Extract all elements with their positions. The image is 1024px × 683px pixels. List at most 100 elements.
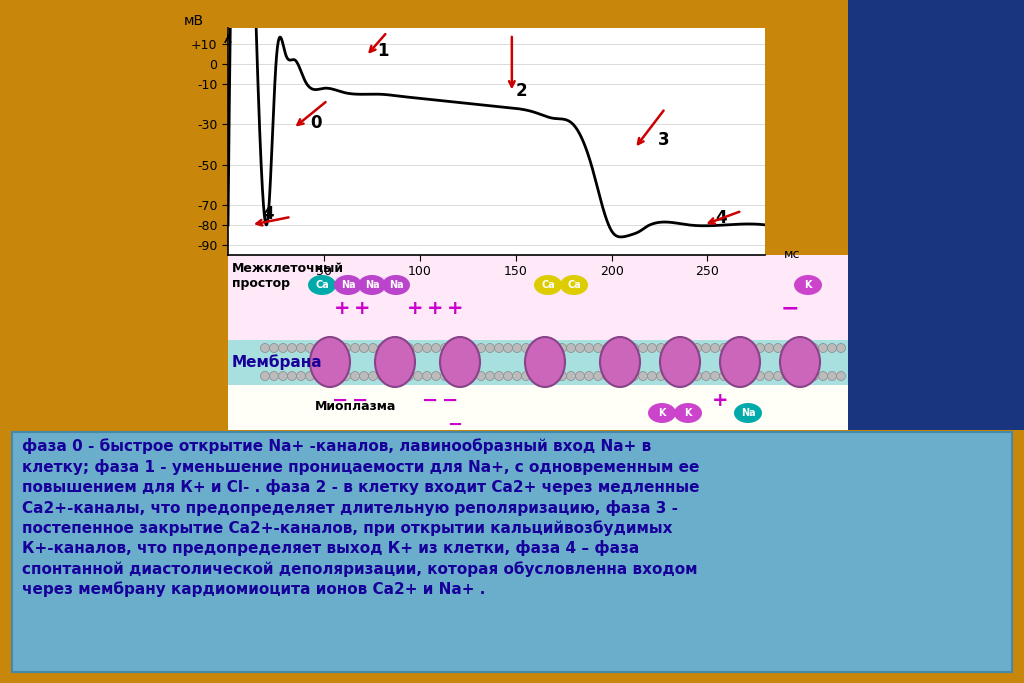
Circle shape [288, 372, 297, 380]
Circle shape [737, 372, 746, 380]
Circle shape [269, 372, 279, 380]
Circle shape [728, 344, 737, 352]
Circle shape [549, 372, 557, 380]
Circle shape [476, 372, 485, 380]
Text: K: K [684, 408, 692, 418]
Text: +: + [427, 298, 443, 318]
Circle shape [630, 344, 639, 352]
Circle shape [485, 344, 495, 352]
Circle shape [305, 344, 314, 352]
Circle shape [701, 372, 711, 380]
Circle shape [656, 372, 666, 380]
Circle shape [792, 372, 801, 380]
Circle shape [297, 344, 305, 352]
Text: −: − [332, 391, 348, 410]
Text: Мембрана: Мембрана [232, 354, 323, 370]
Ellipse shape [660, 337, 700, 387]
Circle shape [495, 344, 504, 352]
Circle shape [585, 344, 594, 352]
Circle shape [810, 344, 818, 352]
Circle shape [557, 344, 566, 352]
Circle shape [630, 372, 639, 380]
Circle shape [404, 372, 414, 380]
Circle shape [540, 372, 549, 380]
Circle shape [666, 344, 675, 352]
Bar [228, 340, 848, 385]
Circle shape [512, 344, 521, 352]
Circle shape [279, 372, 288, 380]
Circle shape [675, 344, 683, 352]
Text: −: − [422, 391, 438, 410]
Ellipse shape [794, 275, 822, 295]
Circle shape [566, 372, 575, 380]
Circle shape [468, 344, 476, 352]
Ellipse shape [382, 275, 410, 295]
Circle shape [728, 372, 737, 380]
Bar [12, 432, 1012, 672]
Text: −: − [352, 391, 369, 410]
Circle shape [692, 372, 701, 380]
Circle shape [341, 372, 350, 380]
Circle shape [260, 372, 269, 380]
Circle shape [504, 372, 512, 380]
Circle shape [765, 372, 773, 380]
Text: Ca: Ca [541, 280, 555, 290]
Ellipse shape [734, 403, 762, 423]
Circle shape [602, 372, 611, 380]
Circle shape [666, 372, 675, 380]
Circle shape [440, 372, 450, 380]
Circle shape [521, 344, 530, 352]
Text: 4: 4 [262, 205, 274, 223]
Circle shape [557, 372, 566, 380]
Circle shape [341, 344, 350, 352]
Text: 3: 3 [657, 130, 670, 148]
Circle shape [297, 372, 305, 380]
Circle shape [549, 344, 557, 352]
Circle shape [756, 344, 765, 352]
Ellipse shape [375, 337, 415, 387]
Text: −: − [780, 298, 800, 318]
Circle shape [782, 344, 792, 352]
Circle shape [810, 372, 818, 380]
Text: мс: мс [784, 249, 801, 262]
Circle shape [602, 344, 611, 352]
Circle shape [675, 372, 683, 380]
Circle shape [350, 344, 359, 352]
Circle shape [801, 344, 810, 352]
Circle shape [611, 344, 621, 352]
Circle shape [575, 372, 585, 380]
Circle shape [378, 344, 386, 352]
Text: фаза 0 - быстрое открытие Na+ -каналов, лавинообразный вход Na+ в
клетку; фаза 1: фаза 0 - быстрое открытие Na+ -каналов, … [22, 438, 699, 597]
Ellipse shape [560, 275, 588, 295]
Circle shape [468, 372, 476, 380]
Circle shape [720, 372, 728, 380]
Circle shape [485, 372, 495, 380]
Circle shape [701, 344, 711, 352]
Circle shape [350, 372, 359, 380]
Circle shape [450, 344, 459, 352]
Circle shape [575, 344, 585, 352]
Circle shape [692, 344, 701, 352]
Circle shape [260, 344, 269, 352]
Circle shape [530, 344, 540, 352]
Circle shape [269, 344, 279, 352]
Circle shape [414, 344, 423, 352]
Bar [228, 385, 848, 430]
Circle shape [711, 372, 720, 380]
Text: +: + [407, 298, 423, 318]
Circle shape [737, 344, 746, 352]
Text: Na: Na [365, 280, 379, 290]
Bar [228, 255, 848, 340]
Text: мВ: мВ [183, 14, 204, 28]
Circle shape [683, 372, 692, 380]
Circle shape [683, 344, 692, 352]
Circle shape [476, 344, 485, 352]
Circle shape [765, 344, 773, 352]
Text: K: K [658, 408, 666, 418]
Circle shape [423, 344, 431, 352]
Circle shape [459, 372, 468, 380]
Circle shape [720, 344, 728, 352]
Circle shape [395, 372, 404, 380]
Circle shape [837, 344, 846, 352]
Text: Na: Na [389, 280, 403, 290]
